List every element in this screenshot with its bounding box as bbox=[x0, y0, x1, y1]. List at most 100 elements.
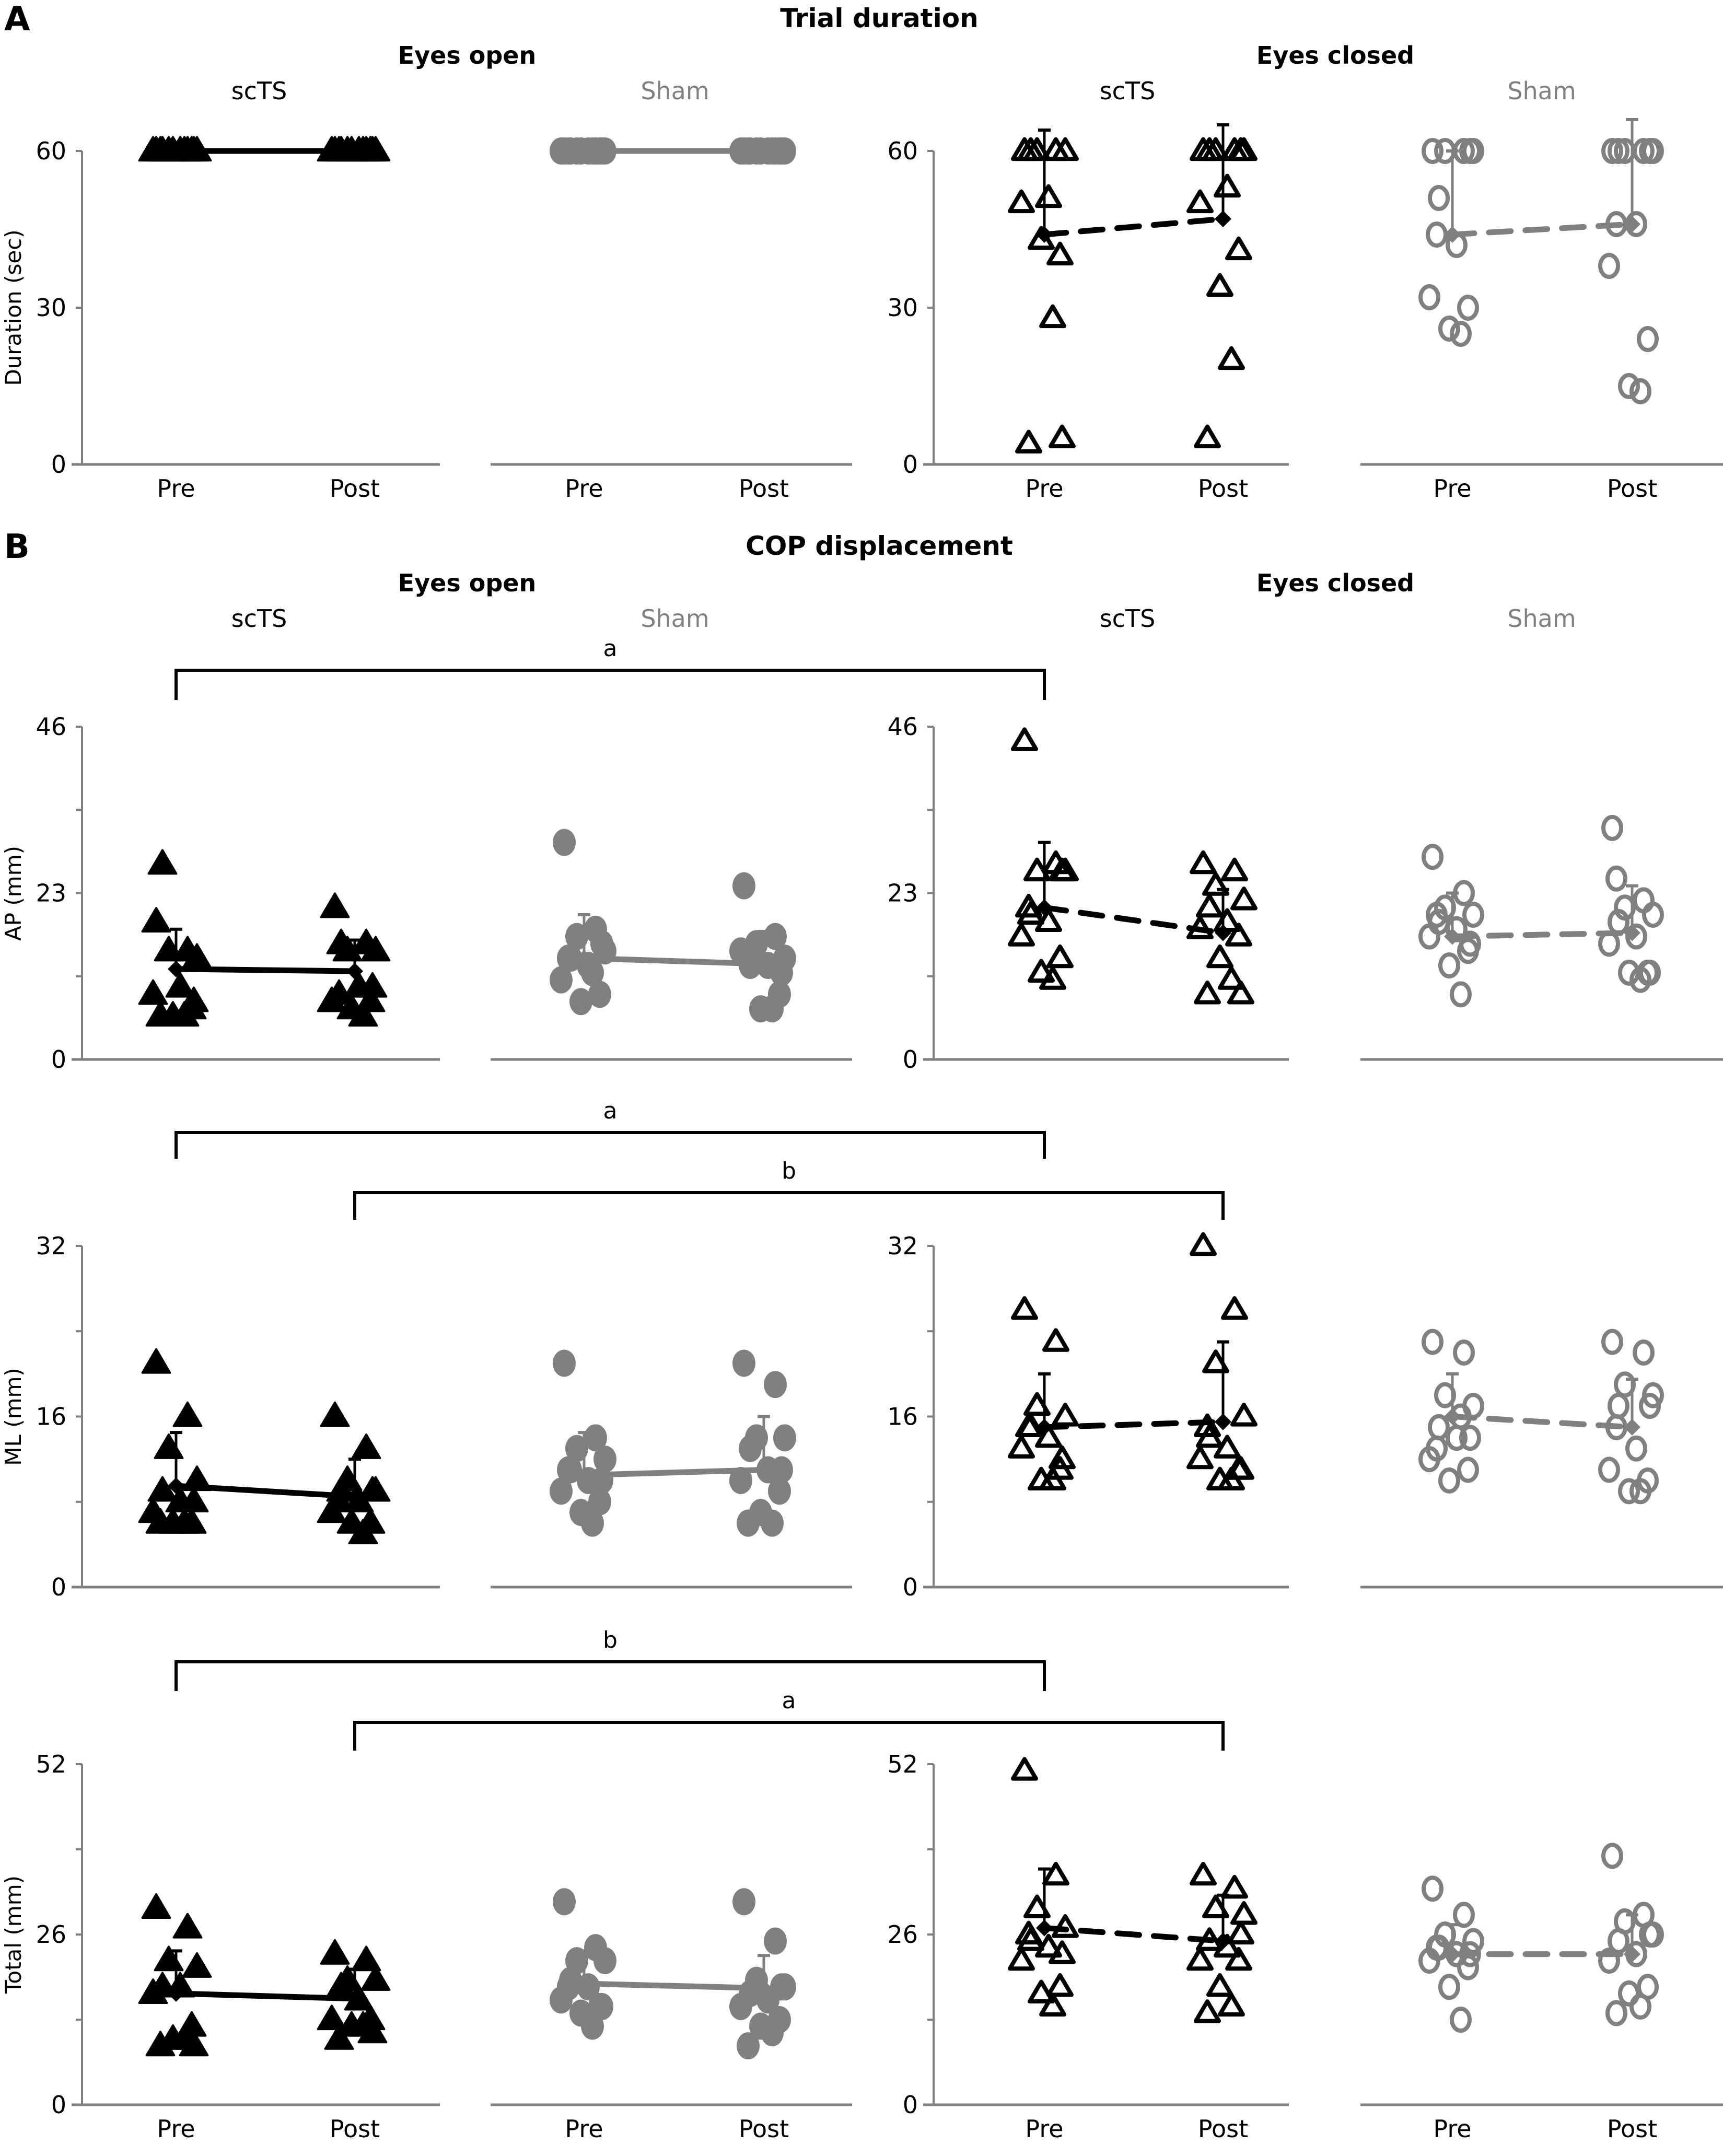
data-point-pre bbox=[141, 1893, 171, 1919]
data-point-pre bbox=[165, 972, 195, 998]
data-point-pre bbox=[553, 829, 576, 856]
y-tick-label: 0 bbox=[51, 1045, 66, 1074]
mean-marker bbox=[755, 1979, 772, 1997]
y-tick-label: 32 bbox=[36, 1232, 66, 1260]
panel-total-2: 0 26 52 Pre Post bbox=[887, 1750, 1289, 2143]
b-eyes-closed-title: Eyes closed bbox=[1256, 569, 1414, 597]
data-point-pre bbox=[1422, 138, 1443, 164]
y-tick-label: 30 bbox=[887, 294, 918, 322]
data-point-post bbox=[1227, 137, 1254, 161]
mean-marker bbox=[755, 955, 772, 973]
b-group-scts-closed: scTS bbox=[1100, 604, 1156, 633]
data-point-post bbox=[729, 1466, 752, 1494]
data-point-post bbox=[1601, 1843, 1623, 1869]
y-tick-label: 60 bbox=[36, 137, 66, 165]
data-point-post bbox=[1196, 893, 1223, 918]
data-point-pre bbox=[550, 966, 573, 994]
mean-line bbox=[1449, 1414, 1635, 1430]
mean-marker bbox=[1444, 1408, 1461, 1425]
data-point-post bbox=[770, 1973, 793, 2001]
mean-marker bbox=[1036, 899, 1053, 916]
data-point-pre bbox=[1039, 304, 1066, 329]
mean-line bbox=[1041, 216, 1226, 238]
data-point-pre bbox=[553, 1349, 576, 1377]
x-tick-label-pre: Pre bbox=[565, 474, 603, 503]
significance-bracket: a bbox=[353, 1687, 1225, 1751]
data-point-post bbox=[1225, 1947, 1252, 1971]
data-point-pre bbox=[1039, 1992, 1066, 2017]
panel-a-letter: A bbox=[4, 0, 30, 39]
data-point-pre bbox=[1418, 923, 1440, 950]
panel-b-title: COP displacement bbox=[746, 531, 1013, 561]
data-point-post bbox=[764, 1371, 787, 1399]
x-tick-label-post: Post bbox=[330, 2115, 380, 2143]
data-point-pre bbox=[1052, 137, 1079, 161]
data-point-pre bbox=[1035, 1424, 1062, 1448]
data-point-pre bbox=[182, 943, 212, 969]
data-point-pre bbox=[1011, 1757, 1038, 1781]
data-point-pre bbox=[154, 936, 184, 962]
data-point-post bbox=[1639, 1921, 1661, 1948]
mean-marker bbox=[346, 1990, 363, 2007]
mean-marker bbox=[576, 143, 592, 159]
mean-line bbox=[173, 1990, 358, 2002]
data-point-pre bbox=[1039, 1466, 1066, 1491]
data-point-pre bbox=[1028, 1979, 1055, 2003]
y-axis-title: Total (mm) bbox=[1, 1875, 26, 1994]
data-point-pre bbox=[1459, 1425, 1481, 1451]
data-point-post bbox=[1227, 1920, 1254, 1945]
x-tick-label-pre: Pre bbox=[565, 2115, 603, 2143]
data-point-pre bbox=[1459, 1941, 1481, 1967]
data-point-pre bbox=[172, 1401, 203, 1427]
data-point-pre bbox=[569, 988, 592, 1016]
data-point-pre bbox=[1438, 1974, 1460, 2000]
data-point-pre bbox=[145, 1508, 176, 1534]
y-tick-label: 46 bbox=[887, 713, 918, 741]
x-tick-label-post: Post bbox=[1198, 474, 1248, 503]
data-point-pre bbox=[1039, 966, 1066, 990]
data-point-pre bbox=[1035, 184, 1062, 208]
panel-duration-1: Pre Post bbox=[491, 137, 852, 503]
data-point-pre bbox=[1422, 1328, 1443, 1355]
data-point-post bbox=[1637, 326, 1659, 352]
data-point-pre bbox=[141, 907, 171, 933]
data-point-pre bbox=[553, 1888, 576, 1916]
data-point-pre bbox=[1049, 1445, 1076, 1470]
data-point-pre bbox=[1426, 1435, 1448, 1462]
data-point-pre bbox=[1049, 424, 1076, 449]
mean-marker bbox=[1444, 928, 1461, 945]
x-tick-label-pre: Pre bbox=[1025, 474, 1063, 503]
mean-marker bbox=[1215, 211, 1231, 227]
mean-line bbox=[1449, 930, 1635, 940]
panel-duration-2: 0 30 60 Pre Post bbox=[887, 123, 1289, 503]
data-point-pre bbox=[1046, 241, 1074, 266]
y-axis-title: AP (mm) bbox=[1, 846, 26, 941]
data-point-post bbox=[1598, 253, 1620, 279]
data-point-post bbox=[1190, 1861, 1217, 1886]
a-eyes-open-title: Eyes open bbox=[398, 41, 536, 69]
data-point-pre bbox=[1042, 1328, 1069, 1352]
bracket-line bbox=[174, 669, 1046, 700]
data-point-post bbox=[1194, 1413, 1221, 1438]
data-point-post bbox=[1186, 1445, 1214, 1470]
data-point-pre bbox=[1428, 1414, 1450, 1440]
data-point-pre bbox=[1011, 727, 1038, 751]
data-point-pre bbox=[557, 945, 580, 972]
significance-label: b bbox=[782, 1158, 796, 1184]
x-tick-label-post: Post bbox=[1198, 2115, 1248, 2143]
y-axis-title: Duration (sec) bbox=[1, 229, 26, 386]
data-point-pre bbox=[1015, 893, 1042, 918]
y-tick-label: 0 bbox=[51, 2091, 66, 2119]
data-point-pre bbox=[154, 1433, 184, 1459]
data-point-pre bbox=[565, 1435, 588, 1462]
panel-ap-3 bbox=[1360, 814, 1723, 1061]
data-point-pre bbox=[1052, 1914, 1079, 1938]
x-tick-label-pre: Pre bbox=[157, 2115, 195, 2143]
data-point-pre bbox=[550, 1477, 573, 1505]
data-point-post bbox=[1605, 2000, 1627, 2026]
data-point-pre bbox=[1438, 316, 1460, 342]
data-point-post bbox=[739, 1435, 762, 1462]
mean-marker bbox=[346, 143, 363, 159]
significance-bracket: a bbox=[174, 1098, 1046, 1159]
data-point-pre bbox=[1049, 1940, 1076, 1964]
